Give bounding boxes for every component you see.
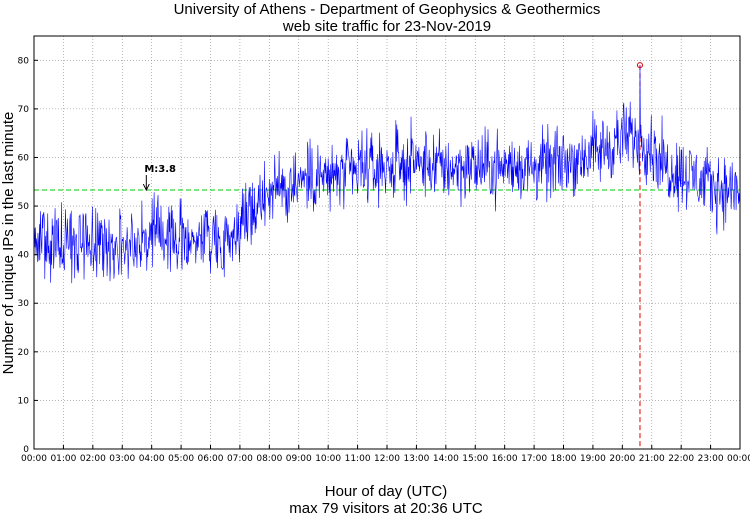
x-tick-label: 01:00 [50, 454, 76, 464]
x-tick-label: 18:00 [551, 454, 577, 464]
x-tick-label: 07:00 [227, 454, 253, 464]
visitors-series-line [33, 65, 741, 284]
y-tick-label: 10 [18, 396, 30, 406]
x-tick-label: 03:00 [109, 454, 135, 464]
x-tick-label: 21:00 [639, 454, 665, 464]
x-axis-label: Hour of day (UTC) [325, 483, 448, 500]
grid-lines [34, 36, 740, 449]
x-tick-label: 10:00 [315, 454, 341, 464]
x-tick-label: 17:00 [521, 454, 547, 464]
x-tick-label: 05:00 [168, 454, 194, 464]
x-tick-label: 00:00 [21, 454, 47, 464]
markers-group: M:3.8 [142, 62, 643, 192]
x-tick-label: 14:00 [433, 454, 459, 464]
x-tick-label: 06:00 [198, 454, 224, 464]
max-point-marker [636, 62, 643, 69]
y-tick-label: 50 [18, 202, 30, 212]
series-group [33, 65, 741, 284]
y-tick-label: 40 [18, 251, 30, 261]
reference-lines [34, 65, 740, 449]
max-visitors-note: max 79 visitors at 20:36 UTC [289, 500, 483, 515]
x-tick-label: 11:00 [345, 454, 371, 464]
x-tick-label: 12:00 [374, 454, 400, 464]
annotation-arrow-head [142, 183, 150, 192]
x-tick-label: 02:00 [80, 454, 106, 464]
x-tick-label: 04:00 [139, 454, 165, 464]
y-tick-label: 60 [18, 153, 30, 163]
y-tick-label: 80 [18, 56, 30, 66]
y-tick-label: 20 [18, 348, 30, 358]
x-tick-label: 20:00 [609, 454, 635, 464]
y-axis-label: Number of unique IPs in the last minute [0, 112, 17, 375]
x-tick-label: 16:00 [492, 454, 518, 464]
y-tick-label: 0 [23, 445, 29, 455]
x-tick-label: 22:00 [668, 454, 694, 464]
x-tick-label: 19:00 [580, 454, 606, 464]
x-tick-label: 09:00 [286, 454, 312, 464]
earthquake-annotation-label: M:3.8 [144, 164, 176, 175]
y-axis-ticks: 0 10 20 30 40 50 60 70 80 [18, 56, 38, 455]
x-axis-ticks: 00:00 01:00 02:00 03:00 04:00 05:00 06:00 07:00… [21, 445, 750, 464]
chart-title: University of Athens - Department of Geo… [174, 1, 601, 18]
y-tick-label: 30 [18, 299, 30, 309]
x-tick-label: 08:00 [256, 454, 282, 464]
x-tick-label: 23:00 [698, 454, 724, 464]
x-tick-label: 15:00 [462, 454, 488, 464]
x-tick-label: 13:00 [403, 454, 429, 464]
chart-subtitle: web site traffic for 23-Nov-2019 [282, 18, 491, 35]
x-tick-label: 00:00 [727, 454, 750, 464]
y-tick-label: 70 [18, 105, 30, 115]
